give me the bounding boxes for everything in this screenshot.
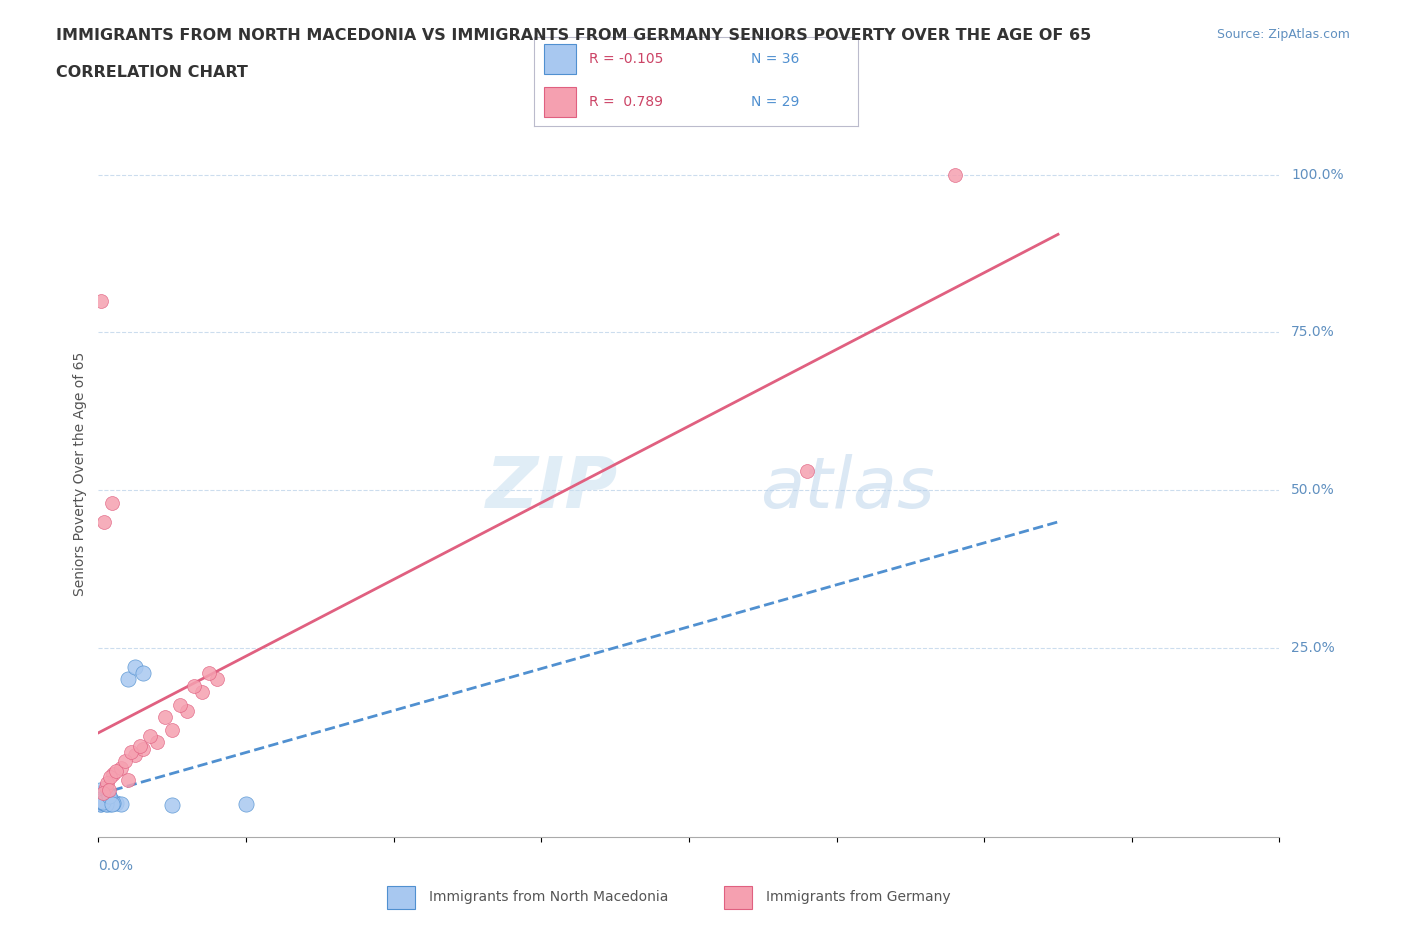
Point (89, 793, 111, 808)
Point (91, 795, 114, 810)
Point (796, 464, 818, 479)
Point (205, 671, 228, 686)
Point (89, 797, 111, 812)
Point (132, 741, 155, 756)
Point (89, 795, 111, 810)
Point (103, 795, 125, 810)
Point (96, 790, 118, 805)
Point (90, 293, 112, 308)
Point (91, 786, 114, 801)
Point (117, 671, 139, 686)
Point (100, 794, 122, 809)
Point (91, 793, 114, 808)
Point (91, 793, 114, 808)
Point (98, 770, 121, 785)
Point (91, 791, 114, 806)
Point (90, 787, 112, 802)
Text: 75.0%: 75.0% (1291, 326, 1336, 339)
Text: R =  0.789: R = 0.789 (589, 95, 664, 109)
Point (105, 795, 128, 810)
Point (132, 666, 155, 681)
Point (90, 791, 112, 806)
Point (89, 782, 111, 797)
Point (93, 793, 115, 808)
Point (97, 794, 120, 809)
Text: N = 36: N = 36 (751, 52, 800, 66)
Point (235, 797, 257, 812)
Text: 100.0%: 100.0% (1291, 167, 1344, 181)
Text: Source: ZipAtlas.com: Source: ZipAtlas.com (1216, 28, 1350, 41)
Point (943, 167, 966, 182)
Point (117, 773, 139, 788)
Point (91, 789, 114, 804)
Point (191, 684, 214, 699)
Point (139, 728, 162, 743)
Point (93, 793, 115, 808)
Text: 25.0%: 25.0% (1291, 641, 1336, 655)
Text: ZIP: ZIP (486, 455, 619, 524)
Point (97, 782, 120, 797)
Point (183, 678, 205, 693)
Point (94, 779, 117, 794)
Text: 0.0%: 0.0% (98, 858, 134, 872)
Point (124, 748, 146, 763)
Point (124, 659, 146, 674)
Point (110, 760, 132, 775)
Point (94, 795, 117, 810)
Text: R = -0.105: R = -0.105 (589, 52, 664, 66)
Point (128, 738, 150, 753)
Point (100, 496, 122, 511)
Point (162, 723, 183, 737)
Point (96, 797, 118, 812)
Point (90, 786, 112, 801)
Point (120, 744, 142, 759)
Bar (544, 45, 576, 74)
Bar (387, 885, 415, 910)
Y-axis label: Seniors Poverty Over the Age of 65: Seniors Poverty Over the Age of 65 (73, 352, 87, 596)
Point (97, 789, 120, 804)
Point (98, 791, 121, 806)
Point (94, 796, 117, 811)
Point (198, 666, 221, 681)
Point (105, 764, 128, 778)
Point (153, 710, 176, 724)
Point (93, 795, 115, 810)
Point (110, 796, 132, 811)
Point (146, 735, 169, 750)
Point (114, 754, 136, 769)
Text: CORRELATION CHART: CORRELATION CHART (56, 65, 247, 80)
Text: N = 29: N = 29 (751, 95, 800, 109)
Bar (544, 86, 576, 117)
Point (100, 797, 122, 812)
Point (93, 514, 115, 529)
Point (90, 796, 112, 811)
Point (169, 698, 191, 712)
Text: Immigrants from North Macedonia: Immigrants from North Macedonia (429, 890, 668, 905)
Text: atlas: atlas (759, 455, 935, 524)
Bar (724, 885, 752, 910)
Point (94, 791, 117, 806)
Point (103, 766, 125, 781)
Point (162, 798, 183, 813)
Text: 50.0%: 50.0% (1291, 483, 1336, 497)
Text: IMMIGRANTS FROM NORTH MACEDONIA VS IMMIGRANTS FROM GERMANY SENIORS POVERTY OVER : IMMIGRANTS FROM NORTH MACEDONIA VS IMMIG… (56, 28, 1091, 43)
Point (176, 703, 198, 718)
Point (98, 796, 121, 811)
Point (97, 789, 120, 804)
Text: Immigrants from Germany: Immigrants from Germany (766, 890, 950, 905)
Point (96, 776, 118, 790)
